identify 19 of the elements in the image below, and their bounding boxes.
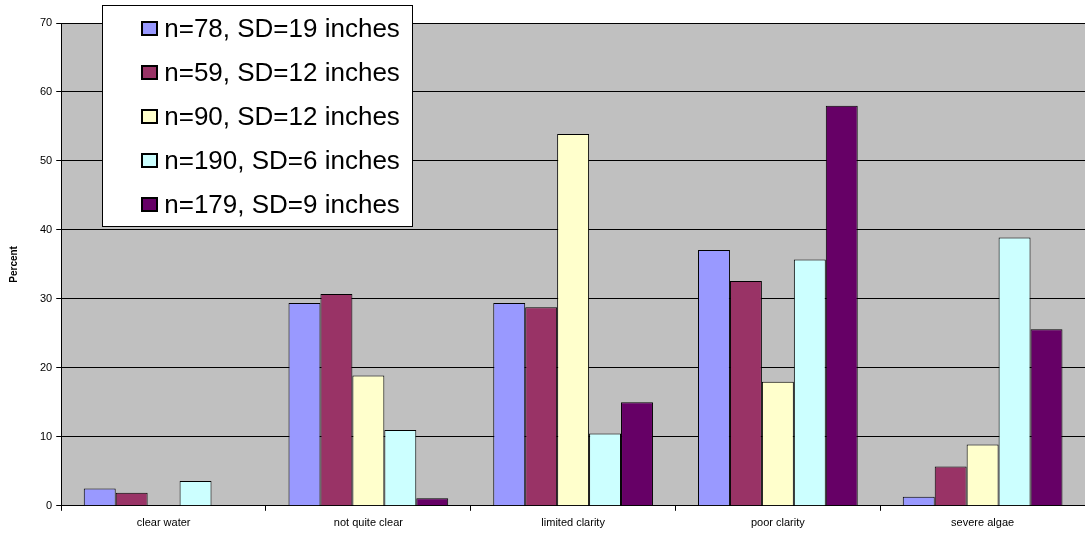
y-tick-label: 10 — [39, 429, 53, 442]
legend-label: n=59, SD=12 inches — [164, 56, 400, 88]
y-tick-label: 70 — [39, 16, 53, 29]
x-tick-label: severe algae — [951, 516, 1015, 529]
legend-label: n=78, SD=19 inches — [164, 12, 400, 44]
x-tick-label: not quite clear — [333, 516, 404, 529]
legend-label: n=190, SD=6 inches — [164, 144, 400, 176]
legend-label: n=90, SD=12 inches — [164, 100, 400, 132]
y-tick-label: 40 — [39, 222, 53, 235]
x-tick-label: poor clarity — [750, 516, 806, 529]
x-tick-label: clear water — [136, 516, 191, 529]
y-tick-label: 20 — [39, 360, 53, 373]
y-tick-label: 0 — [46, 498, 53, 511]
legend-label: n=179, SD=9 inches — [164, 188, 400, 220]
y-axis-title: Percent — [7, 245, 19, 283]
y-tick-label: 60 — [39, 85, 53, 97]
y-tick-label: 30 — [39, 291, 53, 304]
x-tick-label: limited clarity — [541, 516, 606, 529]
y-tick-label: 50 — [39, 153, 53, 166]
